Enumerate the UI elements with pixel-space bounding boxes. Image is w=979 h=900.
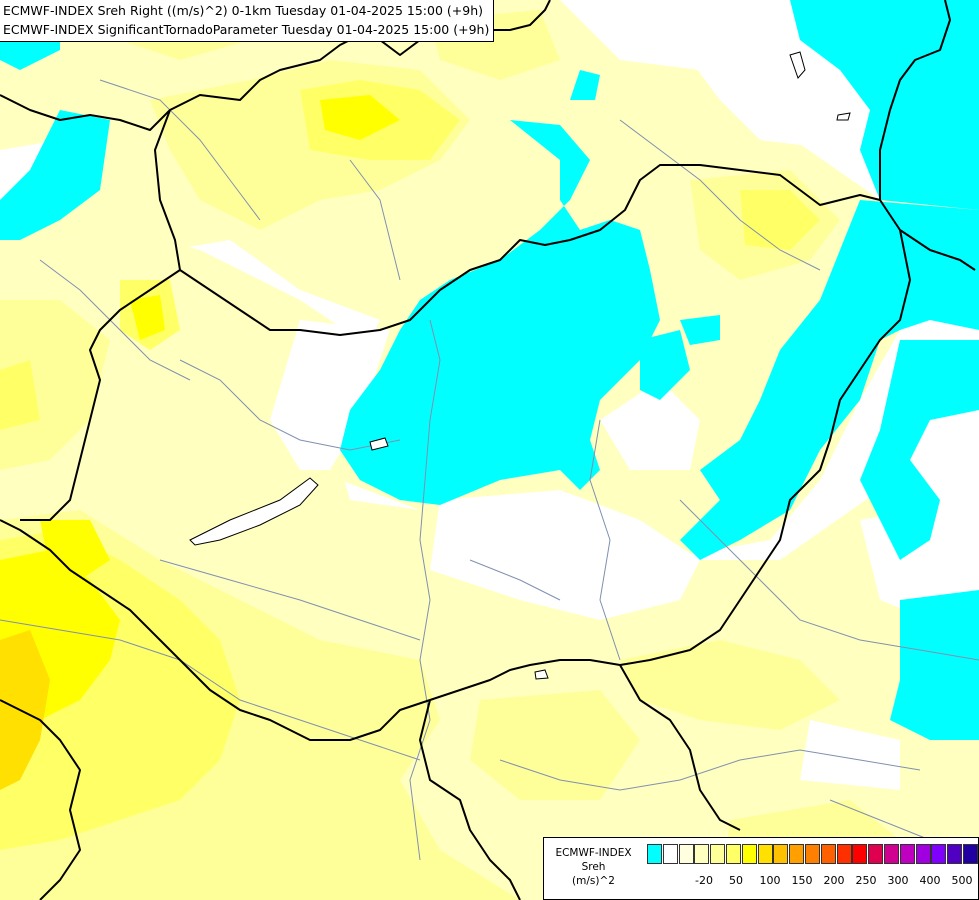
- legend-tick-label: 100: [759, 874, 781, 887]
- legend-swatch: [757, 844, 773, 864]
- legend-swatch: [710, 844, 726, 864]
- rivers: [0, 79, 979, 861]
- legend-tick-label: -20: [695, 874, 713, 887]
- legend-ticks: -2050100150200250300400500700: [642, 874, 972, 890]
- legend-swatch: [662, 844, 678, 864]
- legend-swatches: [647, 844, 979, 864]
- legend-tick-label: 50: [729, 874, 743, 887]
- legend-swatch: [962, 844, 978, 864]
- legend-title-line-3: (m/s)^2: [572, 875, 615, 887]
- title-line-1: ECMWF-INDEX Sreh Right ((m/s)^2) 0-1km T…: [3, 3, 483, 18]
- legend-swatch: [836, 844, 852, 864]
- legend-swatch: [789, 844, 805, 864]
- legend-swatch: [915, 844, 931, 864]
- legend-title: ECMWF-INDEX Sreh (m/s)^2: [546, 846, 641, 888]
- legend-swatch: [899, 844, 915, 864]
- legend-swatch: [947, 844, 963, 864]
- legend-swatch: [773, 844, 789, 864]
- legend-swatch: [868, 844, 884, 864]
- legend-tick-label: 200: [823, 874, 845, 887]
- legend-swatch: [883, 844, 899, 864]
- legend-swatch: [804, 844, 820, 864]
- legend-title-line-2: Sreh: [581, 861, 606, 873]
- legend-tick-label: 300: [887, 874, 909, 887]
- map-title-box: ECMWF-INDEX Sreh Right ((m/s)^2) 0-1km T…: [0, 0, 495, 42]
- legend-swatch: [647, 844, 662, 864]
- legend-swatch: [725, 844, 741, 864]
- legend-swatch: [678, 844, 694, 864]
- legend-swatch: [820, 844, 836, 864]
- legend: ECMWF-INDEX Sreh (m/s)^2 -20 50 100 150 200 2…: [543, 837, 979, 900]
- legend-tick-label: 150: [791, 874, 813, 887]
- lakes: [189, 51, 851, 680]
- legend-swatch: [741, 844, 757, 864]
- legend-swatch: [931, 844, 947, 864]
- legend-tick-label: 400: [919, 874, 941, 887]
- legend-tick-label: 250: [855, 874, 877, 887]
- legend-title-line-1: ECMWF-INDEX: [555, 847, 632, 859]
- gold-fields: [0, 630, 50, 790]
- legend-tick-label: 500: [951, 874, 973, 887]
- title-line-2: ECMWF-INDEX SignificantTornadoParameter …: [3, 22, 490, 37]
- legend-swatch: [852, 844, 868, 864]
- legend-swatch: [694, 844, 710, 864]
